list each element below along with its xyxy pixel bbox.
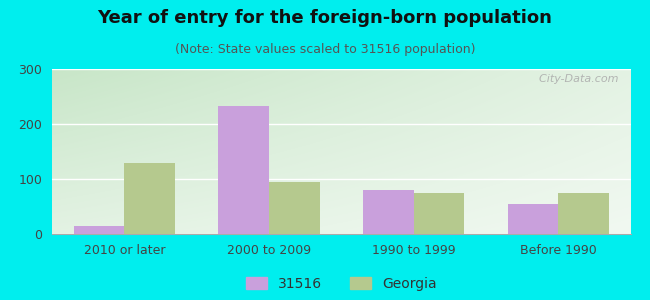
Bar	[363, 190, 413, 234]
Bar	[269, 182, 320, 234]
Bar	[124, 163, 175, 234]
Text: City-Data.com: City-Data.com	[532, 74, 619, 84]
Bar	[218, 106, 269, 234]
Bar	[413, 193, 464, 234]
Bar	[508, 204, 558, 234]
Bar	[73, 226, 124, 234]
Text: (Note: State values scaled to 31516 population): (Note: State values scaled to 31516 popu…	[175, 44, 475, 56]
Bar	[558, 193, 609, 234]
Legend: 31516, Georgia: 31516, Georgia	[240, 271, 442, 296]
Text: Year of entry for the foreign-born population: Year of entry for the foreign-born popul…	[98, 9, 552, 27]
